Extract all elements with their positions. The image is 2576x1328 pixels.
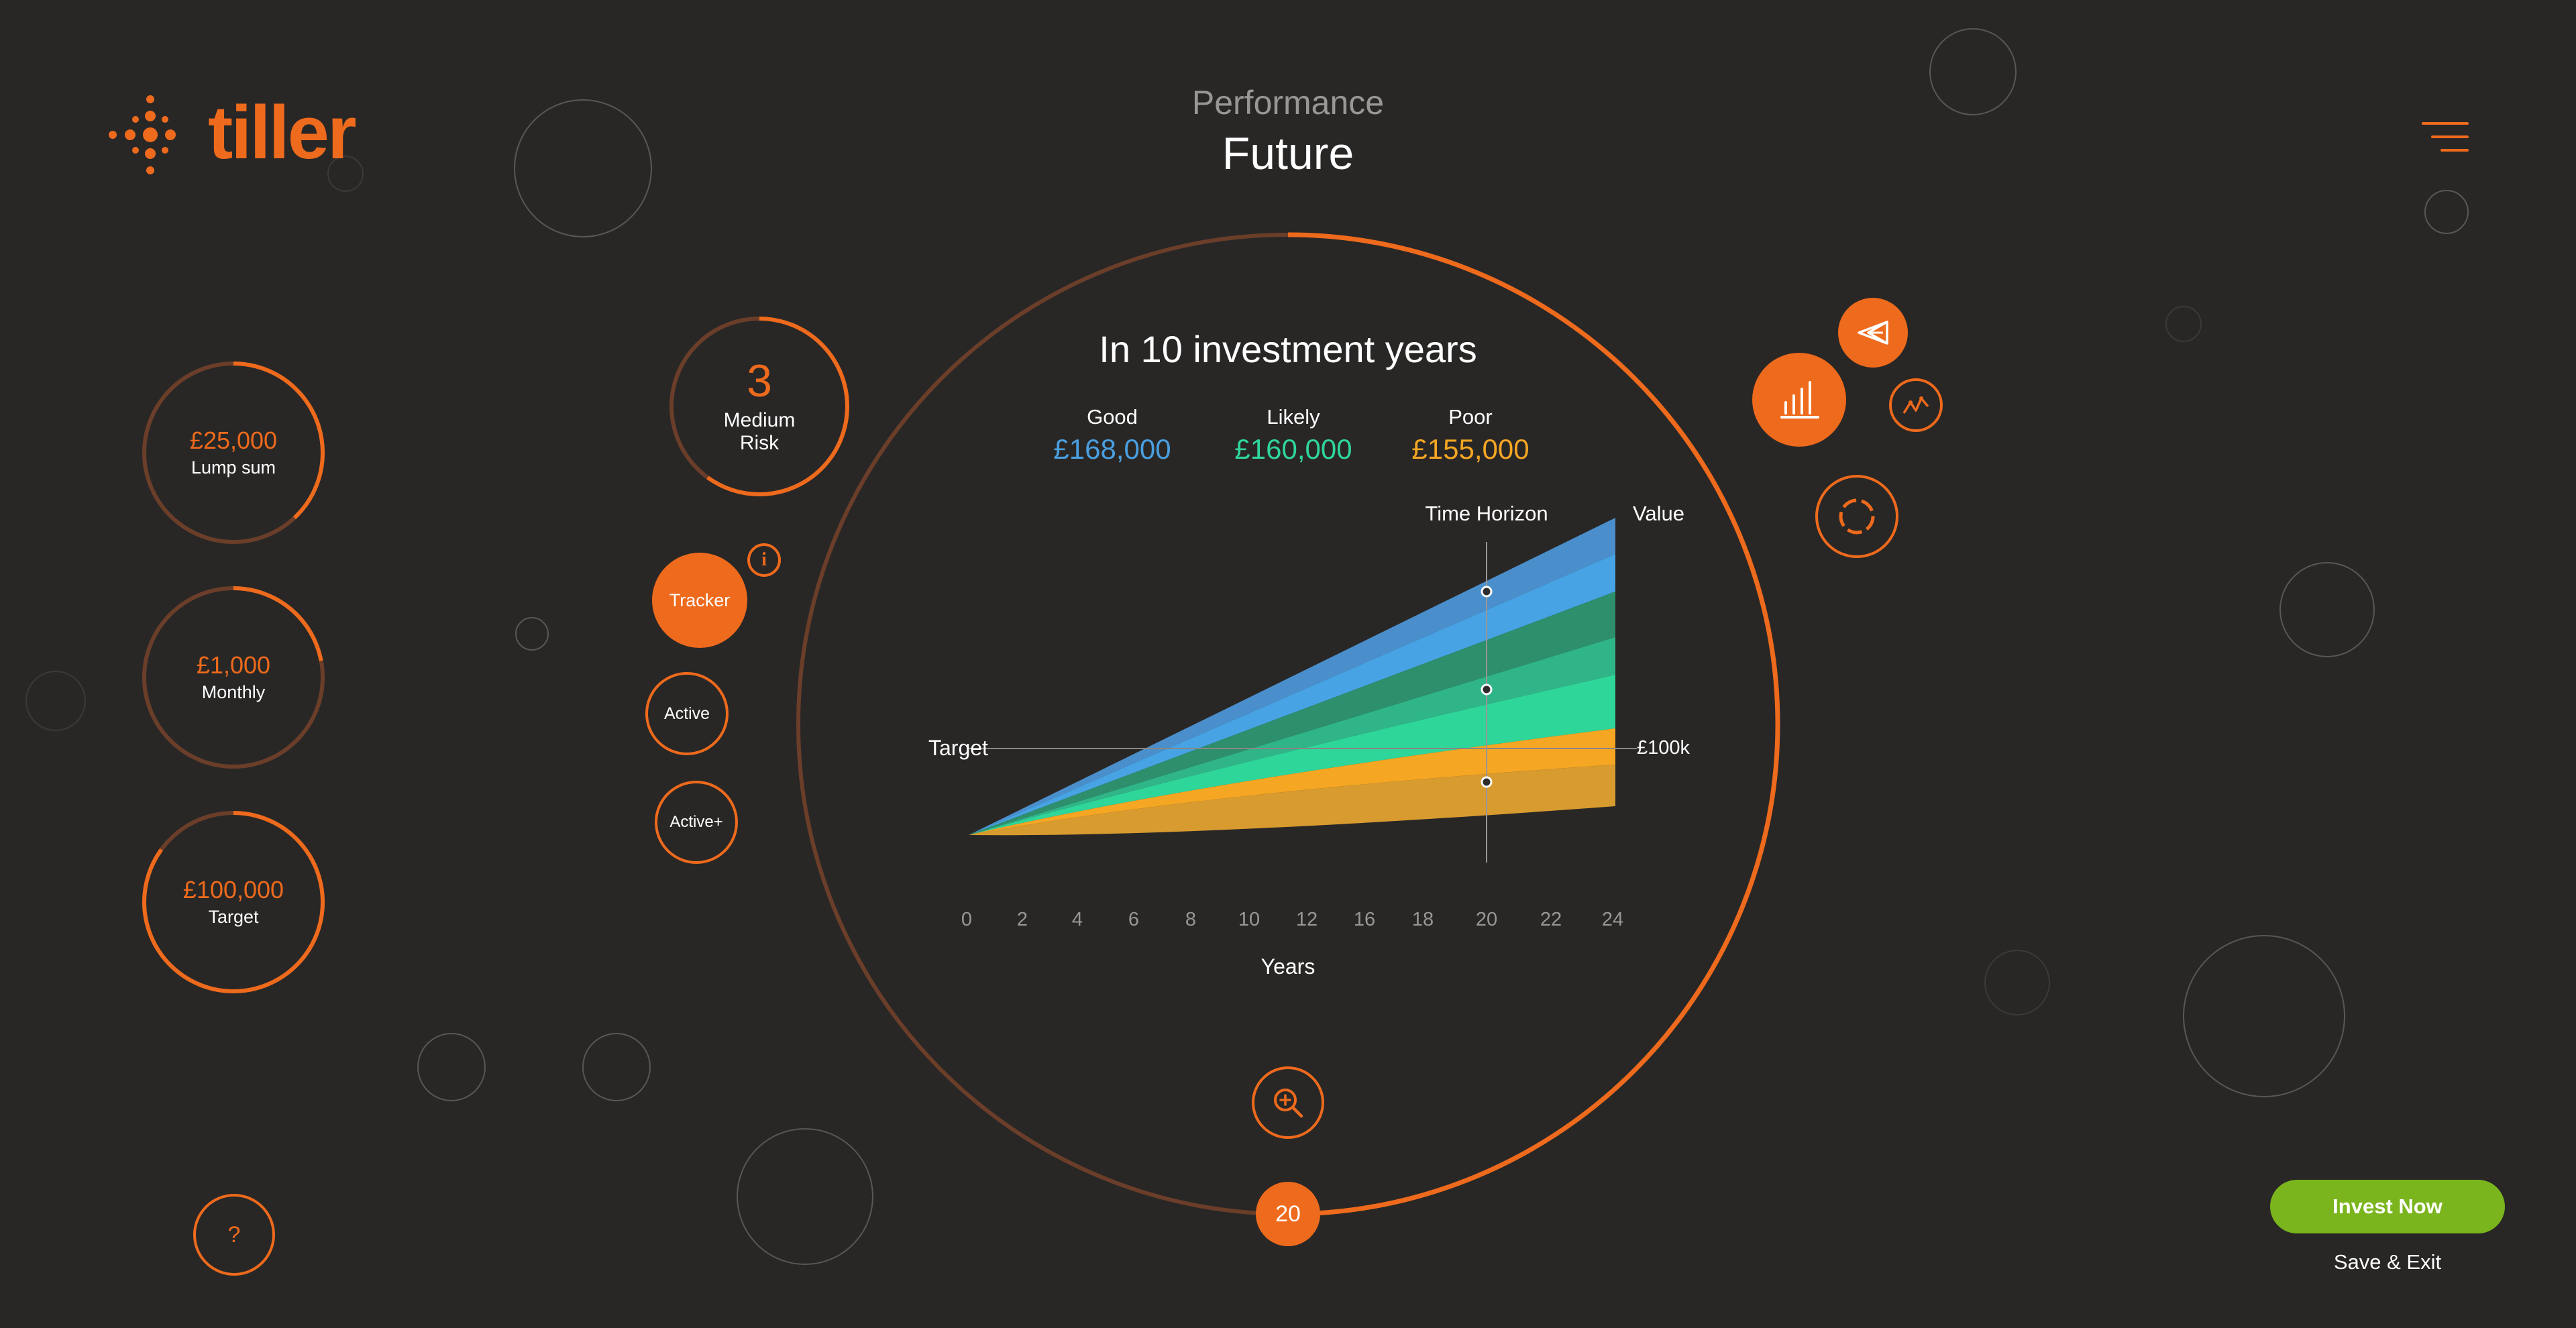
projection-chart: Target £100k Time Horizon Value 0 2 4 6 8 10 1… [928,502,1690,979]
x-tick-label: 20 [1476,909,1497,930]
page-title: Future [1222,128,1354,179]
invest-now-button[interactable]: Invest Now [2270,1180,2505,1233]
target-value-label: £100k [1637,737,1690,759]
outcome-good-value: £168,000 [1053,433,1171,465]
decor-circle [515,617,549,651]
outcome-good: Good £168,000 [1018,405,1206,465]
hamburger-menu-icon [2422,122,2469,152]
lump-sum-value: £25,000 [189,426,278,454]
projection-band [969,765,1615,836]
outcome-likely-value: £160,000 [1234,433,1352,465]
refresh-view-button[interactable] [1815,475,1898,558]
decor-circle [514,99,652,237]
ring-progress [669,317,849,496]
monthly-value: £1,000 [196,651,271,679]
decor-circle [2183,935,2345,1097]
target-label: Target [208,907,259,928]
dashed-circle-icon [1839,498,1875,535]
decor-circle [2424,190,2469,234]
target-label: Target [928,736,988,760]
x-tick-label: 24 [1602,909,1623,930]
lump-sum-ring [142,362,325,544]
monthly-ring [142,586,325,769]
decor-circle [2279,562,2375,657]
risk-number: 3 [747,355,772,406]
decor-circle [582,1033,651,1101]
target-value: £100,000 [182,875,284,903]
x-tick-label: 2 [1017,909,1028,930]
active-button[interactable]: Active [645,672,729,755]
projection-band [969,675,1615,835]
outcome-poor: Poor £155,000 [1377,405,1564,465]
bar-chart-icon [1780,381,1819,419]
send-icon [1858,321,1888,345]
monthly-label: Monthly [201,682,266,703]
x-tick-label: 12 [1296,909,1318,930]
projection-band [969,554,1615,835]
menu-button[interactable] [2420,119,2470,154]
active-plus-button[interactable]: Active+ [655,781,738,864]
x-tick-label: 10 [1238,909,1260,930]
risk-line-1: Medium [723,409,796,431]
tracker-button[interactable]: Tracker [652,553,747,648]
projection-band [969,592,1615,835]
decor-circle [327,156,364,192]
decor-circle [1929,28,2017,115]
projection-band [969,637,1615,835]
target-ring [142,811,325,993]
horizon-marker [1481,776,1493,788]
bar-chart-view-button[interactable] [1752,353,1846,447]
lump-sum-input[interactable]: £25,000 Lump sum [141,360,326,545]
save-exit-link[interactable]: Save & Exit [2333,1250,2442,1274]
line-chart-icon [1902,396,1929,414]
horizon-marker [1481,683,1493,696]
risk-selector[interactable]: 3 Medium Risk [668,315,851,498]
zoom-in-icon [1274,1089,1303,1118]
outcome-good-label: Good [1087,405,1138,429]
year-handle[interactable]: 20 [1256,1182,1320,1246]
value-axis-label: Value [1633,502,1684,525]
page-header: Performance Future [1087,83,1489,180]
help-button[interactable]: ? [193,1194,275,1276]
dial-progress [1287,232,1780,1217]
x-tick-label: 18 [1412,909,1434,930]
x-tick-label: 16 [1354,909,1375,930]
risk-line-2: Risk [739,432,780,454]
lump-sum-label: Lump sum [191,457,276,478]
decor-circle [2165,306,2202,342]
x-tick-label: 4 [1072,909,1083,930]
decor-circle [417,1033,486,1101]
outcome-poor-value: £155,000 [1411,433,1529,465]
monthly-input[interactable]: £1,000 Monthly [141,585,326,770]
horizon-marker [1481,586,1493,598]
x-tick-label: 8 [1185,909,1196,930]
target-input[interactable]: £100,000 Target [141,810,326,995]
decor-circle [1984,950,2050,1015]
logo: tiller [101,91,357,193]
projection-band [969,728,1615,835]
x-axis-label: Years [1261,954,1316,979]
ring-progress [142,586,325,769]
line-chart-view-button[interactable] [1889,378,1943,432]
ring-progress [142,811,325,993]
logo-mark-icon [109,95,176,174]
projection-band [969,518,1615,835]
outcome-likely-label: Likely [1267,405,1320,429]
time-horizon-label: Time Horizon [1425,502,1548,525]
share-button[interactable] [1838,298,1908,368]
decor-circle [737,1128,873,1265]
x-tick-label: 0 [961,909,972,930]
x-tick-label: 22 [1540,909,1562,930]
outcome-poor-label: Poor [1448,405,1493,429]
outcome-likely: Likely £160,000 [1199,405,1387,465]
logo-wordmark: tiller [208,91,357,174]
projection-headline: In 10 investment years [1099,328,1477,370]
decor-circle [25,671,86,731]
info-button[interactable]: i [747,543,781,577]
section-label: Performance [1191,84,1385,121]
ring-progress [142,362,325,544]
x-tick-label: 6 [1128,909,1139,930]
risk-ring [669,317,849,496]
zoom-button[interactable] [1252,1066,1324,1139]
